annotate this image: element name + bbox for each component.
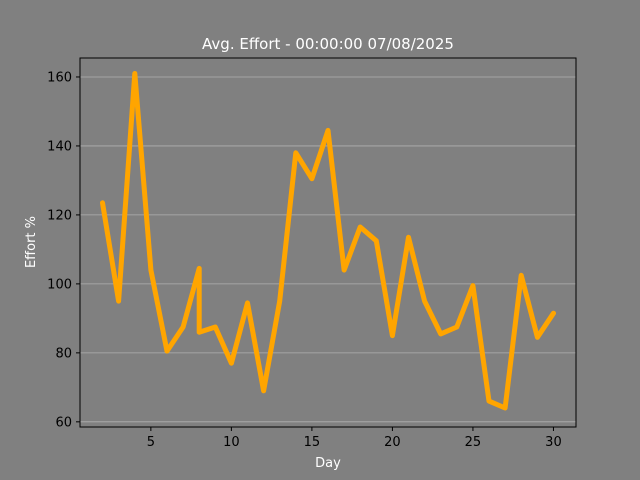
x-axis-ticks: 5 10 15 20 25 30 [147, 427, 562, 450]
data-point [343, 269, 345, 271]
y-tick-label: 100 [47, 277, 72, 292]
effort-series-line [100, 71, 556, 411]
data-point [102, 202, 104, 204]
data-point [118, 300, 120, 302]
data-point [198, 331, 200, 333]
data-point [150, 269, 152, 271]
x-tick-label: 5 [147, 435, 155, 450]
plot-area [100, 71, 556, 411]
data-point [488, 400, 490, 402]
y-axis-ticks: 60 80 100 120 140 160 [47, 70, 80, 430]
x-tick-label: 15 [304, 435, 321, 450]
data-point [182, 326, 184, 328]
data-point [536, 336, 538, 338]
y-tick-label: 120 [47, 208, 72, 223]
data-point [134, 73, 136, 75]
chart-title: Avg. Effort - 00:00:00 07/08/2025 [202, 35, 454, 53]
x-tick-label: 20 [384, 435, 401, 450]
y-tick-label: 160 [47, 70, 72, 85]
data-point [375, 240, 377, 242]
y-tick-label: 60 [55, 415, 72, 430]
y-axis-label: Effort % [24, 216, 39, 268]
data-point [408, 236, 410, 238]
data-point [214, 326, 216, 328]
data-point [230, 362, 232, 364]
x-axis-label: Day [315, 456, 341, 471]
data-point [472, 285, 474, 287]
data-point [520, 274, 522, 276]
data-point [456, 326, 458, 328]
data-point [279, 300, 281, 302]
x-tick-label: 10 [223, 435, 240, 450]
data-point [311, 178, 313, 180]
y-tick-label: 140 [47, 139, 72, 154]
y-tick-label: 80 [55, 346, 72, 361]
data-point [263, 390, 265, 392]
data-point [359, 226, 361, 228]
data-point [246, 302, 248, 304]
data-point [198, 267, 200, 269]
data-point [504, 407, 506, 409]
data-point [424, 300, 426, 302]
data-point [166, 350, 168, 352]
data-point [440, 333, 442, 335]
data-point [295, 152, 297, 154]
data-point [391, 335, 393, 337]
data-point [552, 312, 554, 314]
data-point [327, 129, 329, 131]
x-tick-label: 30 [545, 435, 562, 450]
x-tick-label: 25 [465, 435, 482, 450]
axes-frame [79, 57, 577, 428]
